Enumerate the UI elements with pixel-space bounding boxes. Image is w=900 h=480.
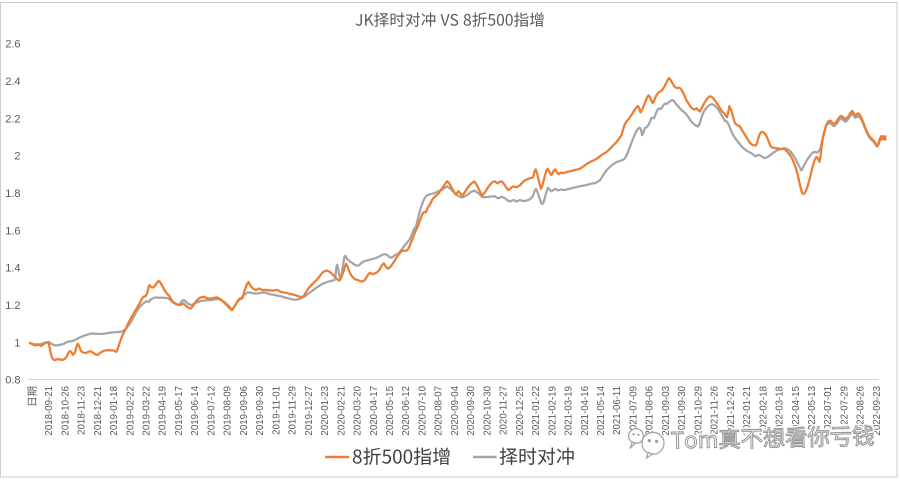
- svg-text:2018-09-21: 2018-09-21: [44, 386, 55, 436]
- svg-text:2020-12-25: 2020-12-25: [515, 386, 526, 436]
- svg-text:2021-08-06: 2021-08-06: [645, 386, 656, 436]
- svg-text:2020-09-30: 2020-09-30: [466, 385, 477, 435]
- svg-text:2021-02-19: 2021-02-19: [547, 386, 558, 436]
- svg-text:2019-09-30: 2019-09-30: [255, 385, 266, 435]
- svg-text:2022-07-29: 2022-07-29: [840, 386, 851, 436]
- svg-text:2021-12-24: 2021-12-24: [726, 385, 737, 435]
- svg-text:2019-11-01: 2019-11-01: [271, 386, 282, 435]
- svg-text:2021-01-22: 2021-01-22: [531, 386, 542, 436]
- svg-text:2022-02-18: 2022-02-18: [758, 386, 769, 436]
- svg-text:2022-05-13: 2022-05-13: [807, 386, 818, 436]
- svg-text:2021-09-30: 2021-09-30: [677, 385, 688, 435]
- svg-text:2.2: 2.2: [5, 113, 20, 125]
- svg-text:0.8: 0.8: [5, 375, 20, 387]
- svg-text:2022-08-26: 2022-08-26: [856, 386, 867, 436]
- svg-text:2021-09-03: 2021-09-03: [661, 386, 672, 436]
- svg-text:2019-05-17: 2019-05-17: [174, 386, 185, 436]
- svg-text:2019-11-29: 2019-11-29: [288, 386, 299, 435]
- svg-text:1.6: 1.6: [5, 225, 20, 237]
- svg-text:2020-03-20: 2020-03-20: [353, 385, 364, 435]
- svg-text:2019-01-18: 2019-01-18: [109, 386, 120, 436]
- svg-text:2022-09-23: 2022-09-23: [872, 386, 883, 436]
- svg-text:1.8: 1.8: [5, 188, 20, 200]
- svg-text:2021-11-26: 2021-11-26: [710, 386, 721, 435]
- svg-text:2019-04-19: 2019-04-19: [158, 386, 169, 436]
- svg-text:1: 1: [14, 337, 20, 349]
- svg-text:2020-02-21: 2020-02-21: [336, 386, 347, 436]
- svg-text:2019-06-14: 2019-06-14: [190, 385, 201, 435]
- svg-text:2019-03-22: 2019-03-22: [142, 386, 153, 436]
- svg-text:2020-05-15: 2020-05-15: [385, 386, 396, 436]
- svg-text:2020-01-23: 2020-01-23: [320, 386, 331, 436]
- svg-text:2019-09-06: 2019-09-06: [239, 386, 250, 436]
- svg-text:2020-11-27: 2020-11-27: [499, 386, 510, 435]
- svg-text:2021-03-19: 2021-03-19: [564, 386, 575, 436]
- svg-text:2021-05-14: 2021-05-14: [596, 385, 607, 435]
- svg-text:2022-04-15: 2022-04-15: [791, 386, 802, 436]
- svg-text:2021-06-11: 2021-06-11: [612, 386, 623, 435]
- svg-text:2.6: 2.6: [5, 39, 20, 51]
- svg-text:2020-07-10: 2020-07-10: [417, 385, 428, 435]
- svg-text:2021-04-16: 2021-04-16: [580, 386, 591, 436]
- svg-text:2022-07-01: 2022-07-01: [823, 386, 834, 436]
- svg-text:2020-08-07: 2020-08-07: [434, 386, 445, 436]
- svg-text:2018-12-21: 2018-12-21: [93, 386, 104, 436]
- svg-text:2019-07-12: 2019-07-12: [206, 386, 217, 436]
- svg-text:2018-10-26: 2018-10-26: [60, 386, 71, 436]
- svg-text:2022-01-21: 2022-01-21: [742, 386, 753, 436]
- svg-text:2.4: 2.4: [5, 76, 20, 88]
- svg-text:2: 2: [14, 151, 20, 163]
- svg-text:2019-12-27: 2019-12-27: [304, 386, 315, 436]
- svg-text:1.4: 1.4: [5, 263, 20, 275]
- svg-text:2022-03-18: 2022-03-18: [775, 386, 786, 436]
- svg-text:2020-06-12: 2020-06-12: [401, 386, 412, 436]
- svg-text:2020-09-04: 2020-09-04: [450, 385, 461, 435]
- svg-text:2021-07-09: 2021-07-09: [628, 386, 639, 436]
- svg-text:2019-08-09: 2019-08-09: [223, 386, 234, 436]
- svg-text:2018-11-23: 2018-11-23: [77, 386, 88, 435]
- svg-text:1.2: 1.2: [5, 300, 20, 312]
- svg-text:2021-10-29: 2021-10-29: [693, 386, 704, 436]
- svg-text:2020-04-17: 2020-04-17: [369, 386, 380, 436]
- svg-text:2020-10-30: 2020-10-30: [482, 385, 493, 435]
- svg-text:2019-02-22: 2019-02-22: [125, 386, 136, 436]
